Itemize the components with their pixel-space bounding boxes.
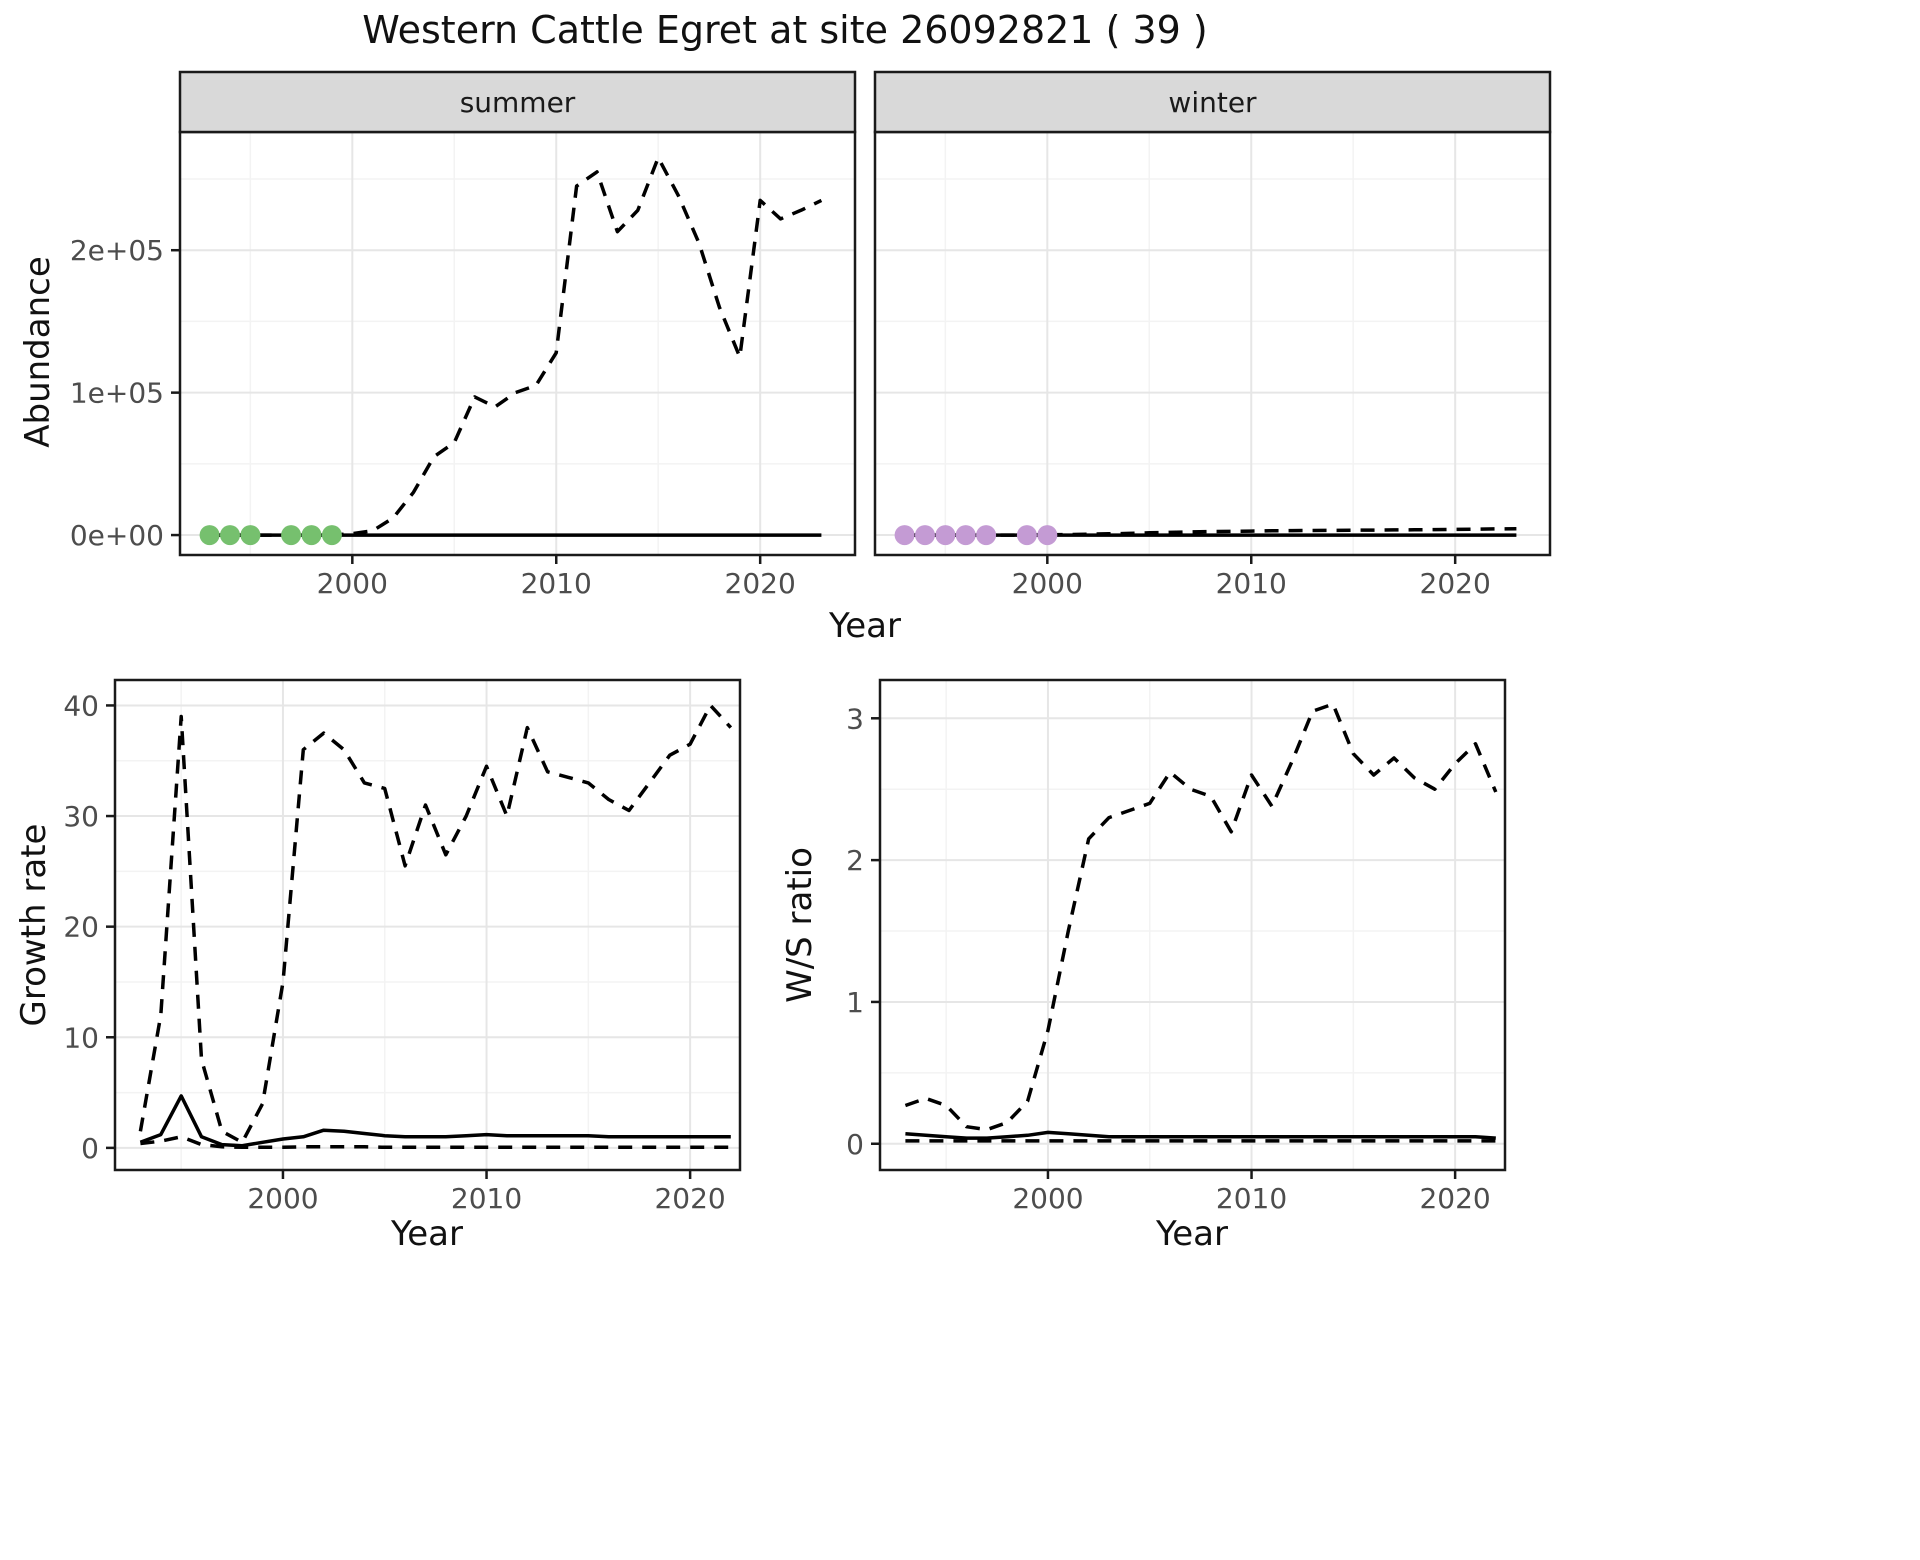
x-tick-label: 2000 [1012, 1182, 1083, 1215]
chart-title: Western Cattle Egret at site 26092821 ( … [362, 8, 1208, 52]
winter-observed-point [1016, 525, 1037, 546]
summer-observed-point [240, 525, 261, 546]
facet-strip-label: winter [1168, 86, 1257, 119]
summer-observed-point [220, 525, 240, 546]
summer-observed-point [321, 525, 342, 546]
panel-background [180, 132, 855, 555]
y-axis-title-ws-ratio: W/S ratio [780, 847, 820, 1003]
panel-growth: 2000 2010 2020 0 10 20 30 40 [63, 678, 742, 1215]
x-tick-label: 2010 [1216, 1182, 1287, 1215]
winter-observed-point [1037, 525, 1058, 546]
summer-observed-point [199, 525, 220, 546]
x-tick-label: 2010 [521, 567, 592, 600]
y-tick-label: 30 [63, 800, 99, 833]
facet-strip [873, 70, 1552, 134]
x-tick-label: 2010 [451, 1182, 522, 1215]
series-lower-credible [140, 1135, 731, 1150]
panel-border [113, 678, 742, 1172]
y-tick-label: 2 [846, 844, 864, 877]
series-upper-credible [904, 702, 1498, 1132]
winter-observed-point [915, 525, 935, 546]
panel-background [115, 680, 740, 1170]
series-median [905, 1130, 1496, 1140]
x-tick-label: 2020 [725, 567, 796, 600]
x-axis-title-year-ws: Year [1156, 1214, 1228, 1254]
y-axis-title-growth-rate: Growth rate [14, 823, 54, 1027]
panel-ws: 2000 2010 2020 0 1 2 3 [846, 678, 1507, 1215]
winter-observed-point [955, 525, 976, 546]
winter-observed-point [976, 525, 997, 546]
y-tick-label: 0 [846, 1128, 864, 1161]
y-tick-label: 3 [846, 702, 864, 735]
x-tick-label: 2020 [1419, 1182, 1490, 1215]
x-axis-title-year-growth: Year [391, 1214, 463, 1254]
y-tick-label: 20 [63, 911, 99, 944]
summer-observed-point [301, 525, 322, 546]
facet-strip [178, 70, 857, 134]
facet-strip-label: summer [460, 86, 576, 119]
x-tick-label: 2000 [247, 1182, 318, 1215]
y-tick-label: 2e+05 [70, 234, 164, 267]
y-tick-label: 1 [846, 986, 864, 1019]
x-tick-label: 2000 [317, 567, 388, 600]
series-upper-credible [138, 703, 733, 1145]
panel-background [880, 680, 1505, 1170]
y-tick-label: 0e+00 [70, 519, 164, 552]
panel-background [875, 132, 1550, 555]
y-axis-title-abundance: Abundance [18, 256, 58, 448]
x-tick-label: 2020 [654, 1182, 725, 1215]
panel-winter: 2000 2010 2020 winter [873, 70, 1552, 600]
x-tick-label: 2010 [1216, 567, 1287, 600]
winter-observed-point [935, 525, 956, 546]
x-axis-title-year-top: Year [829, 606, 901, 646]
panel-border [878, 678, 1507, 1172]
x-tick-label: 2000 [1012, 567, 1083, 600]
y-tick-label: 1e+05 [70, 377, 164, 410]
y-tick-label: 0 [81, 1132, 99, 1165]
summer-observed-point [281, 525, 302, 546]
winter-observed-point [894, 525, 915, 546]
x-tick-label: 2020 [1420, 567, 1491, 600]
y-tick-label: 10 [63, 1021, 99, 1054]
panel-summer: 2000 2010 2020 0e+00 1e+05 2e+05 summer [70, 70, 857, 600]
y-tick-label: 40 [63, 689, 99, 722]
